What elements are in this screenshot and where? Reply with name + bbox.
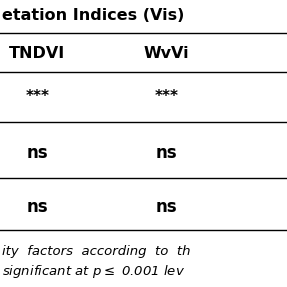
Text: ity  factors  according  to  th: ity factors according to th <box>2 245 191 258</box>
Text: TNDVI: TNDVI <box>9 46 65 61</box>
Text: significant at $p \leq$ 0.001 lev: significant at $p \leq$ 0.001 lev <box>2 263 185 280</box>
Text: etation Indices (Vis): etation Indices (Vis) <box>2 8 184 23</box>
Text: ns: ns <box>156 144 177 162</box>
Text: ***: *** <box>154 90 179 104</box>
Text: WvVi: WvVi <box>144 46 189 61</box>
Text: ***: *** <box>25 90 49 104</box>
Text: ns: ns <box>26 198 48 216</box>
Text: ns: ns <box>156 198 177 216</box>
Text: ns: ns <box>26 144 48 162</box>
